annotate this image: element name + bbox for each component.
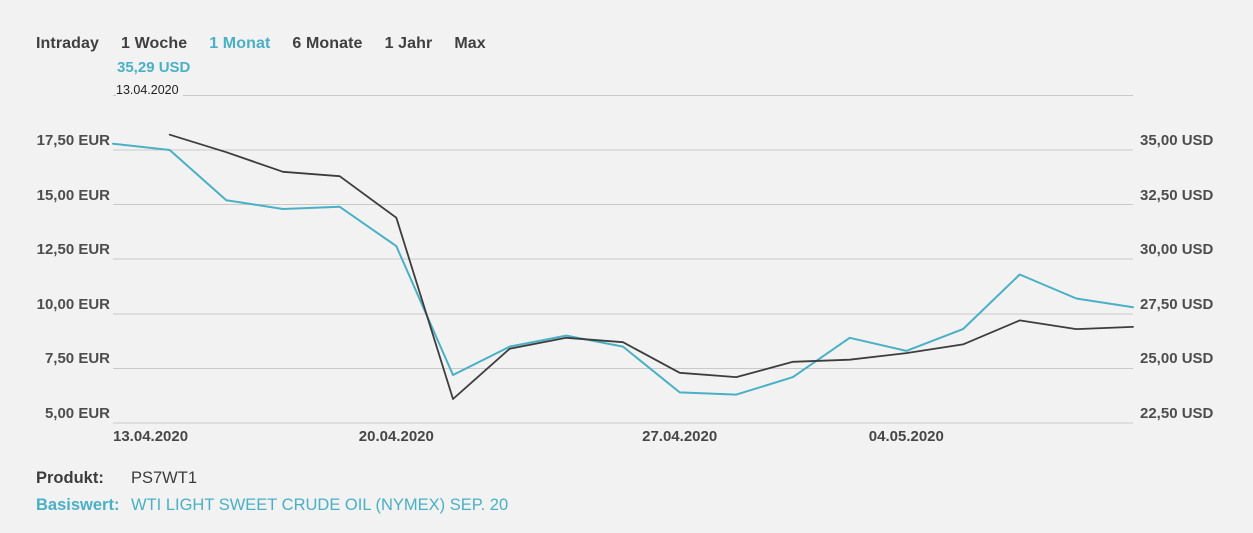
x-tick-label: 04.05.2020 [868,428,944,445]
y-tick-left: 10,00 EUR [36,295,110,313]
y-tick-right: 35,00 USD [1140,132,1214,149]
y-tick-left: 5,00 EUR [44,405,110,422]
tooltip-value: 35,29 USD [117,59,191,76]
product-label: Produkt: [36,469,104,487]
range-tabs: Intraday 1 Woche 1 Monat 6 Monate 1 Jahr Max [36,35,486,53]
tab-max[interactable]: Max [454,35,486,52]
y-tick-right: 22,50 USD [1140,405,1214,422]
y-tick-right: 32,50 USD [1140,186,1214,204]
y-tick-left: 7,50 EUR [44,350,110,368]
x-tick-label: 27.04.2020 [642,428,718,445]
y-tick-right: 25,00 USD [1140,350,1214,368]
y-tick-left: 17,50 EUR [36,132,110,149]
tooltip-date: 13.04.2020 [116,83,183,98]
series-line-usd [112,142,1134,396]
tab-1-woche[interactable]: 1 Woche [121,35,188,52]
underlying-value: WTI LIGHT SWEET CRUDE OIL (NYMEX) SEP. 2… [131,496,509,514]
y-tick-left: 12,50 EUR [36,241,110,259]
underlying-label: Basiswert: [36,496,120,514]
x-tick-label: 20.04.2020 [358,428,434,445]
y-tick-right: 27,50 USD [1140,295,1214,313]
y-tick-left: 15,00 EUR [36,186,110,204]
product-value: PS7WT1 [131,469,198,487]
tab-1-jahr[interactable]: 1 Jahr [384,35,433,52]
tab-intraday[interactable]: Intraday [36,35,100,52]
series-line-eur [168,133,1134,400]
x-tick-label: 13.04.2020 [113,428,189,445]
tab-6-monate[interactable]: 6 Monate [292,35,363,52]
tab-1-monat[interactable]: 1 Monat [209,35,271,52]
y-tick-right: 30,00 USD [1140,241,1214,259]
underlying-row: Basiswert: WTI LIGHT SWEET CRUDE OIL (NYM… [36,496,508,515]
product-row: Produkt: PS7WT1 [36,469,197,488]
